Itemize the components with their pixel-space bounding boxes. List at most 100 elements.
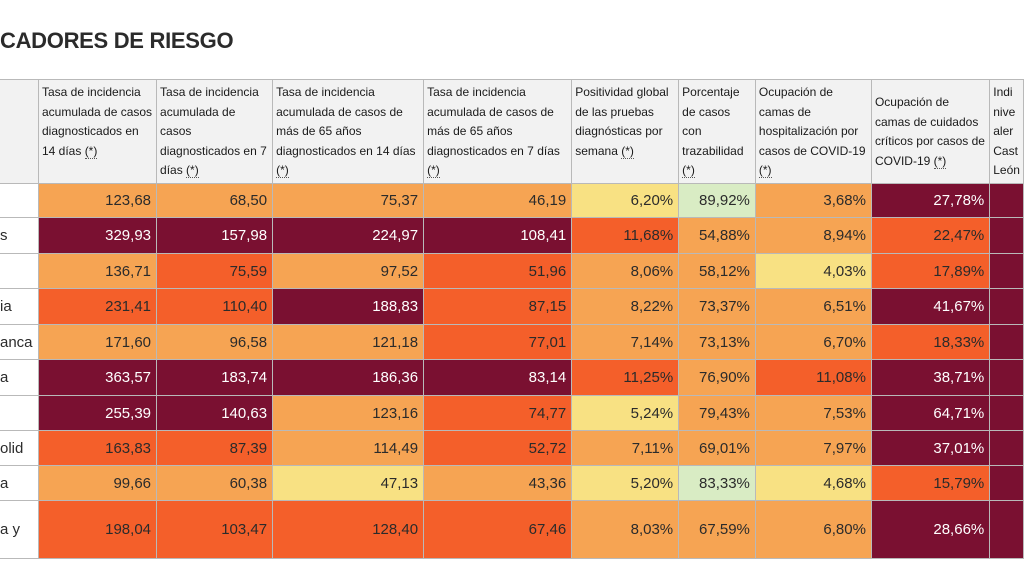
table-row: ia 231,41 110,40 188,83 87,15 8,22% 73,37% 6,51… xyxy=(0,288,1024,325)
indicator-cell: 69,01% xyxy=(678,430,756,466)
alert-level-cell xyxy=(989,359,1024,396)
indicator-cell: 22,47% xyxy=(870,217,991,254)
indicator-cell: 89,92% xyxy=(678,183,756,218)
province-name: anca xyxy=(0,324,39,360)
indicator-cell: 224,97 xyxy=(272,217,425,254)
indicator-cell: 27,78% xyxy=(870,183,991,218)
indicator-cell: 136,71 xyxy=(37,253,158,289)
indicator-cell: 110,40 xyxy=(156,288,274,325)
table-row: 255,39 140,63 123,16 74,77 5,24% 79,43% 7,53% 6… xyxy=(0,395,1024,431)
province-name: a xyxy=(0,359,39,396)
note-link[interactable]: (*) xyxy=(933,153,947,169)
indicator-cell: 68,50 xyxy=(156,183,274,218)
column-header: Tasa de incidencia acumulada de casos de… xyxy=(423,79,573,184)
indicator-cell: 5,24% xyxy=(571,395,680,431)
column-header: Positividad global de las pruebas diagnó… xyxy=(571,79,680,184)
note-link[interactable]: (*) xyxy=(427,163,440,178)
table-body: 123,68 68,50 75,37 46,19 6,20% 89,92% 3,68% 27,… xyxy=(0,183,1024,559)
indicator-cell: 64,71% xyxy=(870,395,991,431)
indicator-cell: 41,67% xyxy=(870,288,991,325)
indicator-cell: 60,38 xyxy=(156,465,274,501)
province-name xyxy=(0,183,39,218)
province-name: s xyxy=(0,217,39,254)
indicator-cell: 43,36 xyxy=(423,465,573,501)
alert-level-cell xyxy=(989,500,1024,559)
table-row: a 363,57 183,74 186,36 83,14 11,25% 76,90% 11,0… xyxy=(0,359,1024,396)
indicator-cell: 17,89% xyxy=(870,253,991,289)
alert-level-cell xyxy=(989,465,1024,501)
alert-level-cell xyxy=(989,395,1024,431)
indicator-cell: 186,36 xyxy=(272,359,425,396)
indicator-cell: 171,60 xyxy=(37,324,158,360)
indicator-cell: 37,01% xyxy=(870,430,991,466)
indicator-cell: 52,72 xyxy=(423,430,573,466)
province-name: ia xyxy=(0,288,39,325)
alert-level-cell xyxy=(989,288,1024,325)
indicator-cell: 75,37 xyxy=(272,183,425,218)
indicator-cell: 38,71% xyxy=(870,359,991,396)
indicator-cell: 77,01 xyxy=(423,324,573,360)
table-row: s 329,93 157,98 224,97 108,41 11,68% 54,88% 8,9… xyxy=(0,217,1024,254)
indicator-cell: 79,43% xyxy=(678,395,756,431)
risk-indicators-table: Tasa de incidencia acumulada de casos di… xyxy=(0,79,1024,559)
indicator-cell: 157,98 xyxy=(156,217,274,254)
indicator-cell: 51,96 xyxy=(423,253,573,289)
indicator-cell: 87,39 xyxy=(156,430,274,466)
indicator-cell: 74,77 xyxy=(423,395,573,431)
indicator-cell: 83,33% xyxy=(678,465,756,501)
indicator-cell: 18,33% xyxy=(870,324,991,360)
indicator-cell: 58,12% xyxy=(678,253,756,289)
note-link[interactable]: (*) xyxy=(84,143,98,159)
indicator-cell: 87,15 xyxy=(423,288,573,325)
column-header xyxy=(0,79,39,184)
indicator-cell: 231,41 xyxy=(37,288,158,325)
note-link[interactable]: (*) xyxy=(682,163,695,178)
province-name xyxy=(0,253,39,289)
indicator-cell: 11,25% xyxy=(571,359,680,396)
indicator-cell: 329,93 xyxy=(37,217,158,254)
column-header: Tasa de incidencia acumulada de casos de… xyxy=(272,79,425,184)
note-link[interactable]: (*) xyxy=(276,163,289,178)
indicator-cell: 99,66 xyxy=(37,465,158,501)
province-name xyxy=(0,395,39,431)
note-link[interactable]: (*) xyxy=(186,163,199,178)
indicator-cell: 11,68% xyxy=(571,217,680,254)
indicator-cell: 198,04 xyxy=(37,500,158,559)
indicator-cell: 73,37% xyxy=(678,288,756,325)
indicator-cell: 123,16 xyxy=(272,395,425,431)
indicator-cell: 46,19 xyxy=(423,183,573,218)
table-row: a y 198,04 103,47 128,40 67,46 8,03% 67,59% 6,8… xyxy=(0,500,1024,559)
indicator-cell: 83,14 xyxy=(423,359,573,396)
indicator-cell: 67,59% xyxy=(678,500,756,559)
indicator-cell: 28,66% xyxy=(870,500,991,559)
alert-level-cell xyxy=(989,430,1024,466)
indicator-cell: 8,22% xyxy=(571,288,680,325)
indicator-cell: 121,18 xyxy=(272,324,425,360)
note-link[interactable]: (*) xyxy=(758,163,772,178)
column-header: Porcentaje de casos con trazabilidad (*) xyxy=(678,79,756,184)
table-row: 136,71 75,59 97,52 51,96 8,06% 58,12% 4,03% 17,… xyxy=(0,253,1024,289)
indicator-cell: 6,51% xyxy=(754,288,872,325)
indicator-cell: 103,47 xyxy=(156,500,274,559)
alert-level-cell xyxy=(989,183,1024,218)
indicator-cell: 7,97% xyxy=(754,430,872,466)
indicator-cell: 140,63 xyxy=(156,395,274,431)
indicator-cell: 76,90% xyxy=(678,359,756,396)
table-row: a 99,66 60,38 47,13 43,36 5,20% 83,33% 4,68% 15,… xyxy=(0,465,1024,501)
table-row: anca 171,60 96,58 121,18 77,01 7,14% 73,13% 6,7… xyxy=(0,324,1024,360)
indicator-cell: 11,08% xyxy=(754,359,872,396)
indicator-cell: 7,11% xyxy=(571,430,680,466)
indicator-cell: 5,20% xyxy=(571,465,680,501)
page-title: CADORES DE RIESGO xyxy=(0,28,234,53)
indicator-cell: 183,74 xyxy=(156,359,274,396)
note-link[interactable]: (*) xyxy=(621,143,634,159)
indicator-cell: 15,79% xyxy=(870,465,991,501)
indicator-cell: 96,58 xyxy=(156,324,274,360)
indicator-cell: 3,68% xyxy=(754,183,872,218)
indicator-cell: 67,46 xyxy=(423,500,573,559)
indicator-cell: 114,49 xyxy=(272,430,425,466)
indicator-cell: 163,83 xyxy=(37,430,158,466)
indicator-cell: 47,13 xyxy=(272,465,425,501)
column-header: Tasa de incidencia acumulada de casos di… xyxy=(37,79,158,184)
table-row: 123,68 68,50 75,37 46,19 6,20% 89,92% 3,68% 27,… xyxy=(0,183,1024,218)
